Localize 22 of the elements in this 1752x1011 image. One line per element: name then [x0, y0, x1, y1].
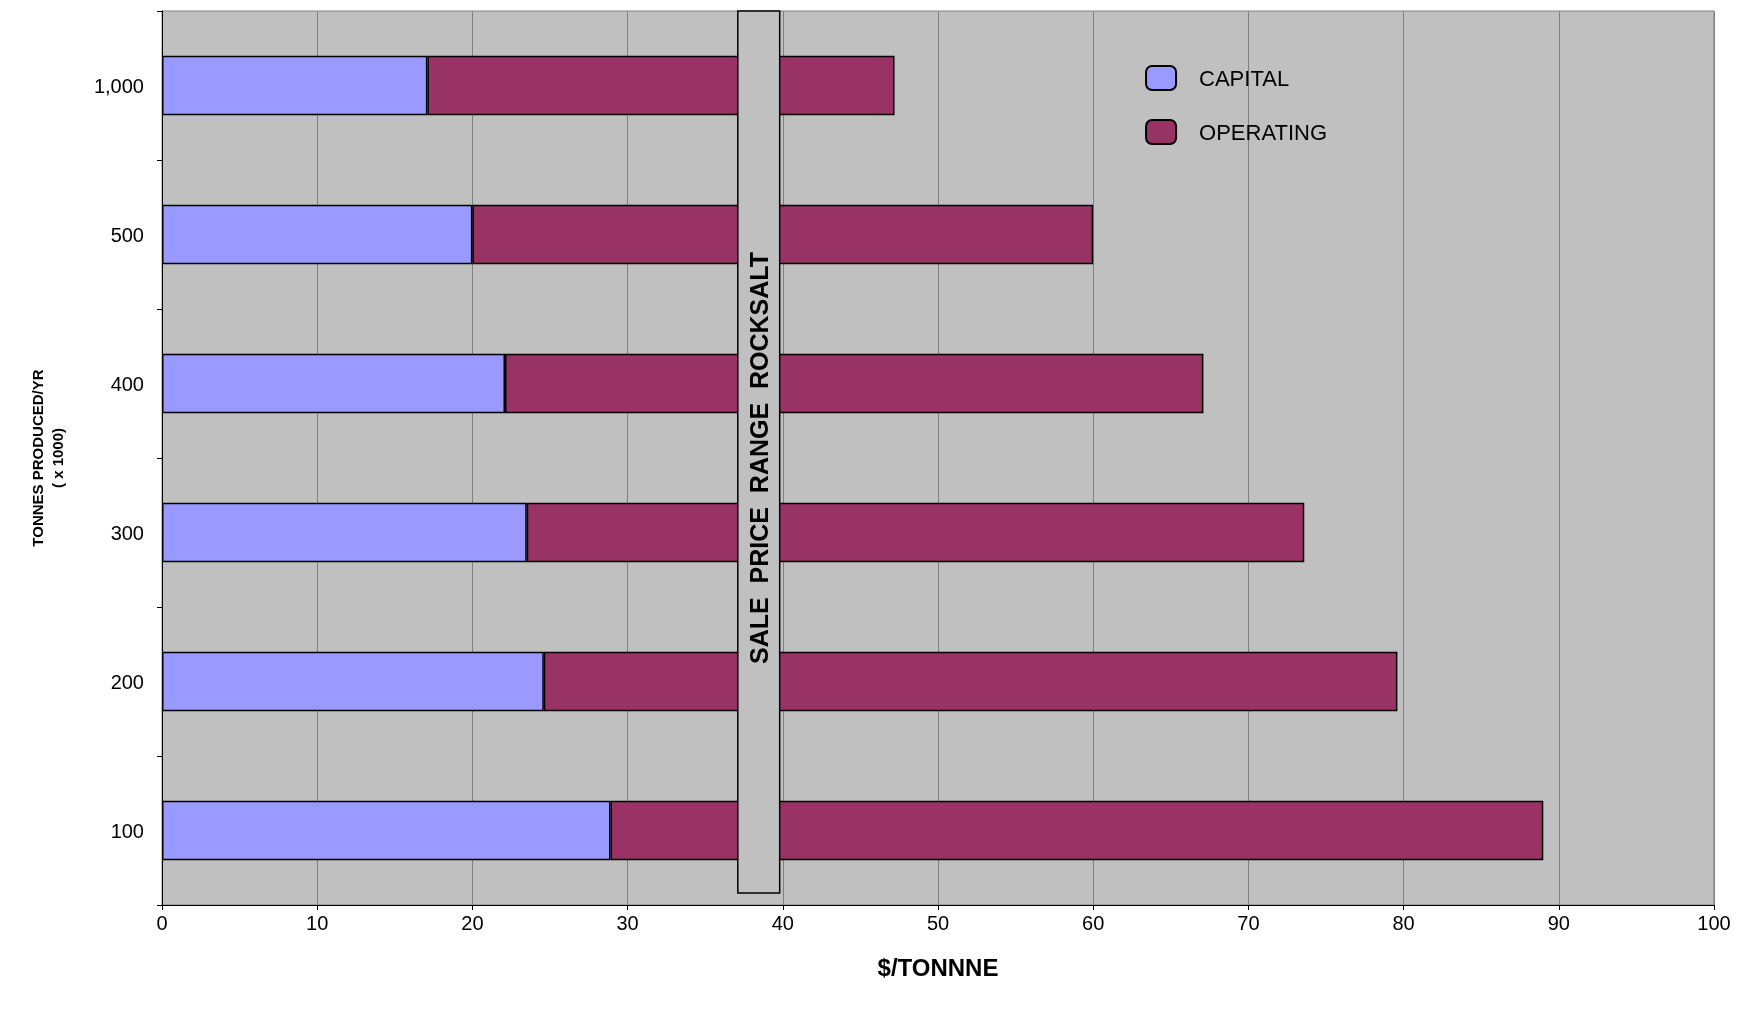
x-tick-label: 80 [1392, 912, 1415, 934]
x-tick-label: 10 [306, 912, 329, 934]
x-axis-title: $/TONNNE [877, 953, 999, 981]
y-tick-label: 100 [110, 819, 144, 842]
x-tick-label: 30 [616, 912, 639, 934]
y-tick-label: 300 [110, 521, 144, 544]
x-tick-label: 50 [926, 912, 950, 934]
x-tick-label: 40 [771, 912, 794, 934]
legend-label: OPERATING [1199, 119, 1328, 145]
band-label: SALE PRICE RANGE ROCKSALT [744, 251, 773, 665]
x-tick-label: 70 [1237, 912, 1260, 934]
x-tick-label: 60 [1082, 912, 1105, 934]
y-tick-label: 200 [110, 670, 144, 693]
y-tick-label: 1,000 [93, 74, 144, 97]
x-tick-label: 0 [156, 912, 168, 934]
x-tick-label: 20 [461, 912, 484, 934]
x-tick-label: 90 [1547, 912, 1570, 934]
legend-label: CAPITAL [1199, 65, 1290, 91]
y-tick-label: 500 [110, 223, 144, 246]
y-tick-label: 400 [110, 372, 144, 395]
y-axis-title: TONNES PRODUCED/YR ( x 1000) [28, 369, 66, 547]
x-tick-label: 100 [1697, 912, 1731, 934]
